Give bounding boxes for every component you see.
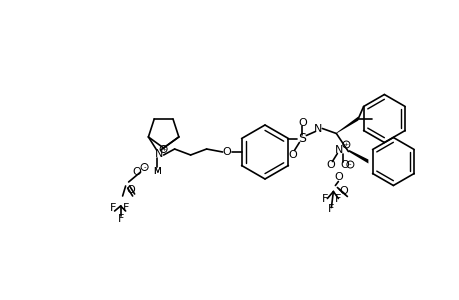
Text: O: O: [333, 172, 342, 182]
Text: O: O: [338, 187, 347, 196]
Text: N: N: [335, 145, 343, 154]
Text: O: O: [132, 167, 141, 177]
Text: O: O: [126, 185, 134, 195]
Text: F: F: [109, 203, 116, 213]
Text: O: O: [222, 147, 230, 157]
Text: F: F: [117, 214, 123, 224]
Text: S: S: [298, 132, 306, 145]
Text: +: +: [161, 146, 166, 152]
Text: +: +: [343, 142, 348, 147]
Text: O: O: [339, 160, 348, 170]
Text: -: -: [143, 164, 146, 170]
Text: O: O: [325, 160, 334, 170]
Text: O: O: [287, 149, 296, 160]
Text: N: N: [313, 124, 322, 134]
Polygon shape: [336, 116, 358, 134]
Text: F: F: [335, 194, 341, 205]
Text: M: M: [152, 167, 160, 176]
Text: N: N: [154, 149, 162, 159]
Text: F: F: [122, 203, 129, 213]
Text: F: F: [321, 194, 328, 205]
Text: F: F: [327, 205, 334, 214]
Text: -: -: [348, 161, 351, 167]
Text: O: O: [297, 118, 306, 128]
Text: M: M: [152, 167, 160, 176]
Polygon shape: [347, 150, 368, 164]
